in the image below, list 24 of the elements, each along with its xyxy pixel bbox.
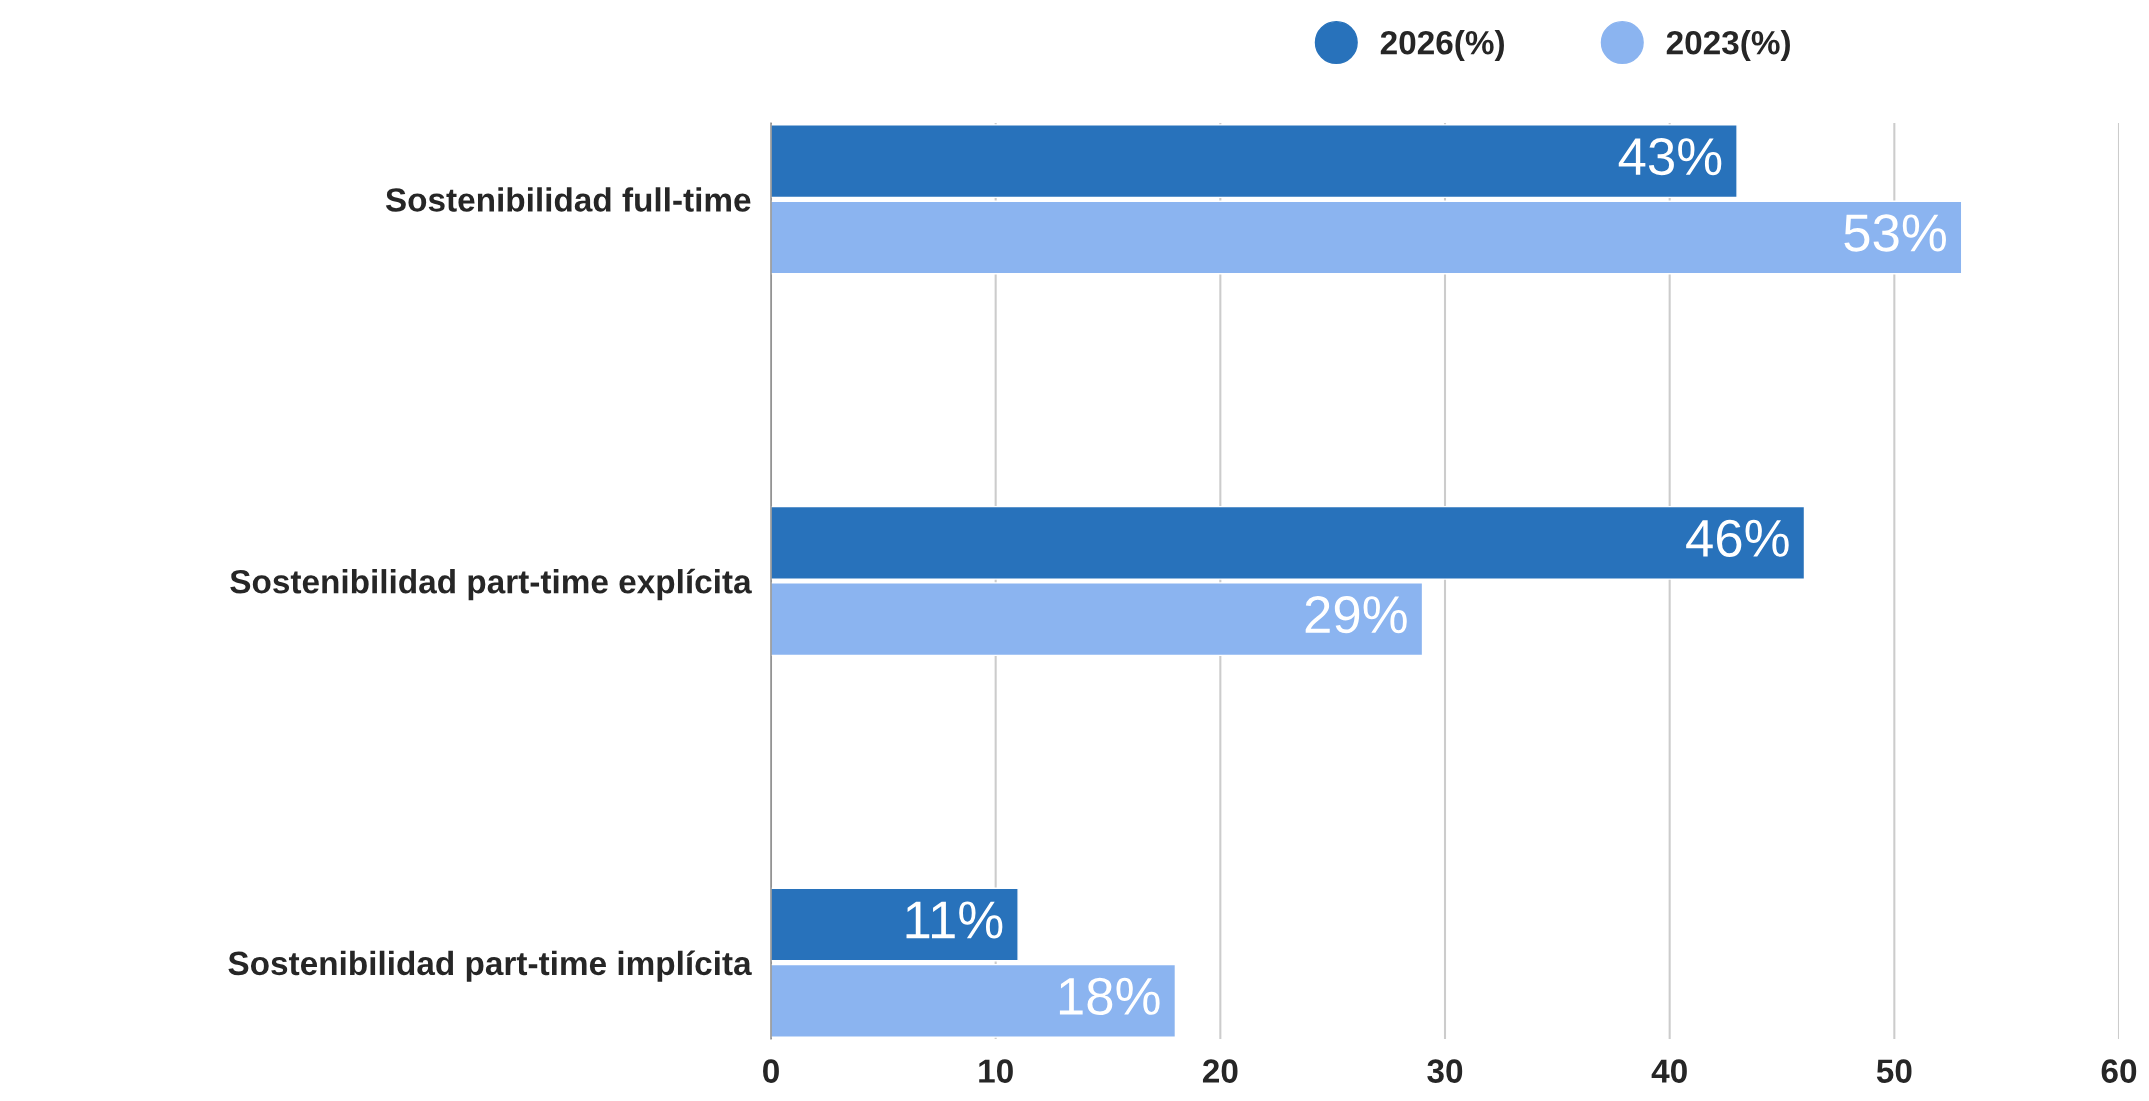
data-label: 11% — [906, 901, 1003, 939]
bar — [771, 200, 1963, 275]
data-label: 46% — [1686, 519, 1789, 557]
legend-label: 2026(%) — [1380, 30, 1504, 62]
x-tick-label: 0 — [763, 1059, 779, 1083]
legend-label: 2023(%) — [1666, 30, 1790, 62]
x-tick-label: 10 — [979, 1059, 1013, 1083]
data-label: 43% — [1618, 137, 1722, 176]
y-tick-label: Sostenibilidad part-time explícita — [230, 568, 752, 601]
bar — [771, 124, 1738, 199]
bar — [771, 887, 1019, 962]
x-tick-label: 60 — [2101, 1059, 2137, 1083]
x-tick-label: 50 — [1876, 1059, 1912, 1083]
bar — [771, 582, 1424, 657]
data-label: 29% — [1305, 595, 1407, 634]
x-tick-label: 20 — [1202, 1059, 1238, 1083]
bar — [771, 963, 1177, 1038]
data-label: 53% — [1844, 214, 1946, 252]
x-tick-label: 30 — [1427, 1059, 1463, 1083]
bar — [771, 505, 1806, 580]
data-label: 18% — [1059, 977, 1160, 1015]
y-tick-label: Sostenibilidad full-time — [385, 187, 751, 212]
x-tick-label: 40 — [1651, 1059, 1687, 1083]
y-tick-label: Sostenibilidad part-time implícita — [228, 950, 752, 982]
